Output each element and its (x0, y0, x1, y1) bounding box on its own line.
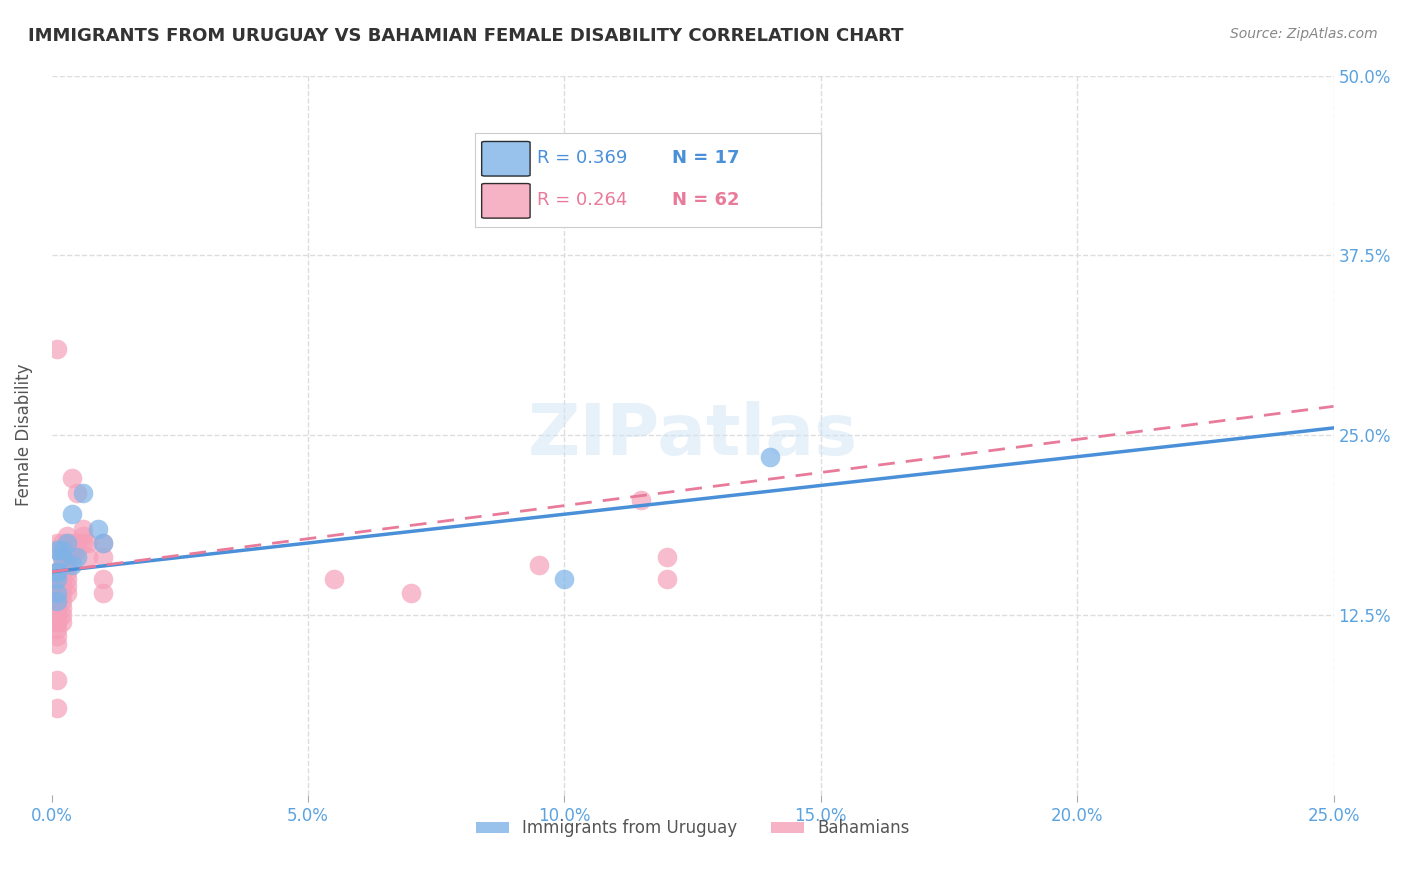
Point (45, 673, 67, 687)
Point (51, 615, 73, 629)
Point (45, 630, 67, 644)
Point (51, 543, 73, 558)
Point (45, 565, 67, 579)
Point (45, 607, 67, 622)
Point (553, 572, 575, 586)
Point (45, 600, 67, 615)
Point (66, 543, 89, 558)
Y-axis label: Female Disability: Female Disability (15, 364, 32, 507)
Point (72, 522, 94, 536)
Point (72, 485, 94, 500)
Point (51, 536, 73, 550)
Point (56, 529, 79, 543)
Point (66, 485, 89, 500)
Point (91, 572, 114, 586)
Legend: Immigrants from Uruguay, Bahamians: Immigrants from Uruguay, Bahamians (468, 813, 917, 844)
Point (51, 550, 73, 565)
Point (45, 586, 67, 600)
Point (45, 579, 67, 593)
Point (87, 522, 110, 536)
Point (45, 607, 67, 622)
Point (51, 600, 73, 615)
Point (45, 622, 67, 636)
Point (45, 701, 67, 715)
Point (758, 450, 780, 464)
Point (45, 586, 67, 600)
Point (56, 558, 79, 572)
Point (45, 342, 67, 356)
Point (45, 572, 67, 586)
Point (45, 593, 67, 607)
Point (45, 543, 67, 558)
Point (655, 572, 678, 586)
Point (72, 529, 94, 543)
Point (60, 543, 83, 558)
Point (60, 558, 83, 572)
Point (56, 550, 79, 565)
Point (56, 579, 79, 593)
Point (72, 536, 94, 550)
Point (51, 579, 73, 593)
Point (51, 572, 73, 586)
Point (66, 536, 89, 550)
Point (45, 565, 67, 579)
Point (45, 572, 67, 586)
Point (45, 615, 67, 629)
Point (45, 565, 67, 579)
Point (51, 565, 73, 579)
Point (91, 550, 114, 565)
Point (45, 572, 67, 586)
Text: Source: ZipAtlas.com: Source: ZipAtlas.com (1230, 27, 1378, 41)
Point (630, 492, 652, 507)
Point (56, 565, 79, 579)
Point (45, 565, 67, 579)
Point (399, 586, 422, 600)
Point (51, 593, 73, 607)
Point (76, 536, 98, 550)
Point (56, 536, 79, 550)
Text: IMMIGRANTS FROM URUGUAY VS BAHAMIAN FEMALE DISABILITY CORRELATION CHART: IMMIGRANTS FROM URUGUAY VS BAHAMIAN FEMA… (28, 27, 904, 45)
Point (56, 536, 79, 550)
Point (45, 536, 67, 550)
Point (45, 637, 67, 651)
Point (655, 550, 678, 565)
Text: ZIPatlas: ZIPatlas (527, 401, 858, 469)
Point (76, 550, 98, 565)
Point (51, 607, 73, 622)
Point (45, 615, 67, 629)
Point (56, 586, 79, 600)
Point (322, 572, 344, 586)
Point (51, 586, 73, 600)
Point (91, 536, 114, 550)
Point (45, 543, 67, 558)
Point (60, 536, 83, 550)
Point (51, 550, 73, 565)
Point (45, 593, 67, 607)
Point (51, 558, 73, 572)
Point (60, 550, 83, 565)
Point (60, 507, 83, 521)
Point (66, 550, 89, 565)
Point (527, 558, 550, 572)
Point (91, 536, 114, 550)
Point (56, 572, 79, 586)
Point (60, 471, 83, 485)
Point (91, 586, 114, 600)
